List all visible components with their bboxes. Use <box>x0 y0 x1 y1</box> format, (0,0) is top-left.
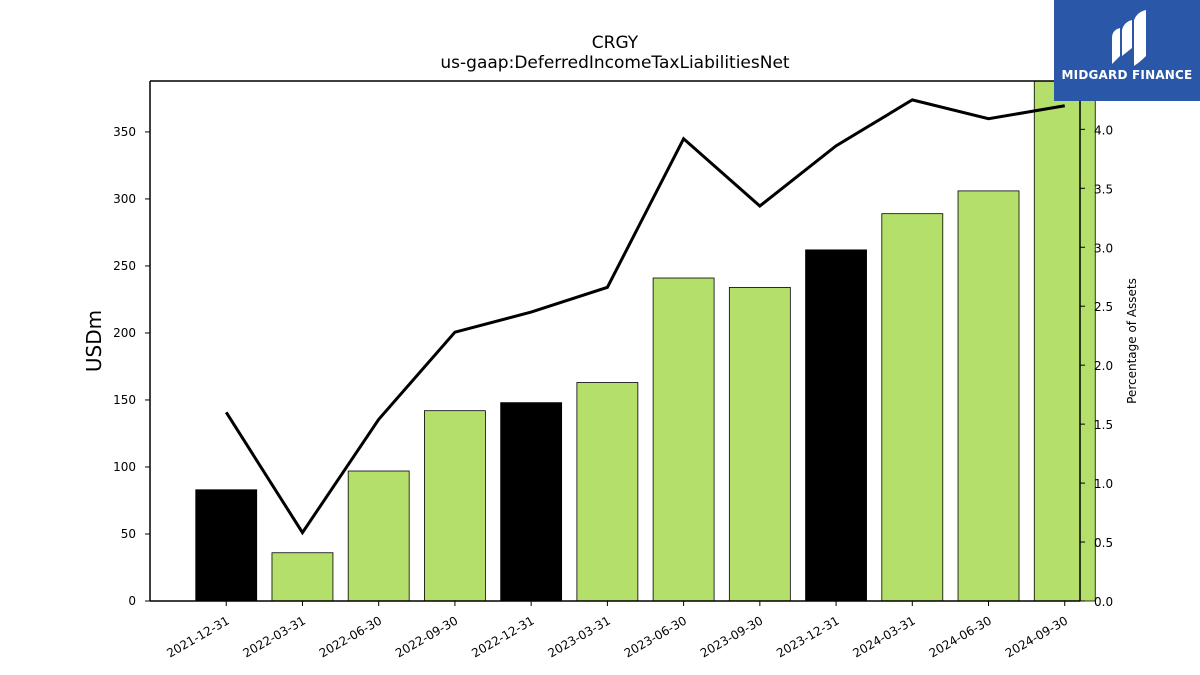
bar-2023-09-30 <box>728 286 791 602</box>
y2-tick-label: 3.0 <box>1094 241 1113 255</box>
x-tick-label-2024-06-30: 2024-06-30 <box>927 613 994 660</box>
chart-title: CRGY <box>591 33 639 53</box>
bar-2023-03-31 <box>576 382 639 602</box>
y-tick-label: 300 <box>113 192 136 206</box>
logo-mark-icon <box>1112 10 1146 66</box>
x-tick-label-2022-12-31: 2022-12-31 <box>469 613 536 660</box>
x-tick-label-2024-03-31: 2024-03-31 <box>850 613 917 660</box>
line-group <box>224 98 1066 536</box>
x-tick-label-2024-09-30: 2024-09-30 <box>1003 613 1070 660</box>
bar-2024-09-30 <box>1033 80 1096 602</box>
x-tick-label-2023-06-30: 2023-06-30 <box>622 613 689 660</box>
y-axis-label: USDm <box>82 310 106 372</box>
y2-tick-label: 1.0 <box>1094 477 1113 491</box>
y2-tick-label: 0.5 <box>1094 536 1113 550</box>
bar-2022-12-31 <box>500 402 563 602</box>
x-tick-label-2022-03-31: 2022-03-31 <box>241 613 308 660</box>
y2-axis-label: Percentage of Assets <box>1125 278 1139 404</box>
y-tick-label: 0 <box>128 594 136 608</box>
y-tick-label: 350 <box>113 125 136 139</box>
y-tick-label: 150 <box>113 393 136 407</box>
y2-tick-label: 2.0 <box>1094 359 1113 373</box>
x-tick-label-2023-09-30: 2023-09-30 <box>698 613 765 660</box>
y2-tick-label: 0.0 <box>1094 595 1113 609</box>
bar-2023-12-31 <box>805 249 867 602</box>
bar-2024-03-31 <box>881 213 944 602</box>
y2-tick-label: 1.5 <box>1094 418 1113 432</box>
midgard-finance-logo: MIDGARD FINANCE <box>1054 0 1200 101</box>
y-tick-label: 50 <box>121 527 136 541</box>
chart-subtitle: us-gaap:DeferredIncomeTaxLiabilitiesNet <box>440 53 790 73</box>
x-tick-label-2023-03-31: 2023-03-31 <box>545 613 612 660</box>
logo-text: MIDGARD FINANCE <box>1061 68 1193 82</box>
x-tick-label-2021-12-31: 2021-12-31 <box>164 613 231 660</box>
bar-2021-12-31 <box>195 489 258 602</box>
series-line <box>224 98 1066 536</box>
bar-2022-09-30 <box>424 410 486 602</box>
y2-tick-label: 3.5 <box>1094 182 1113 196</box>
x-tick-label-2022-06-30: 2022-06-30 <box>317 613 384 660</box>
x-tick-label-2023-12-31: 2023-12-31 <box>774 613 841 660</box>
y2-tick-label: 2.5 <box>1094 300 1113 314</box>
y-tick-label: 100 <box>113 460 136 474</box>
x-tick-label-2022-09-30: 2022-09-30 <box>393 613 460 660</box>
y-tick-label: 250 <box>113 259 136 273</box>
bar-2023-06-30 <box>652 277 715 602</box>
y2-tick-label: 4.0 <box>1094 123 1113 137</box>
y-tick-label: 200 <box>113 326 136 340</box>
bar-2022-03-31 <box>271 552 334 602</box>
bars-group <box>195 80 1096 602</box>
bar-2022-06-30 <box>347 470 410 602</box>
bar-2024-06-30 <box>957 190 1020 602</box>
